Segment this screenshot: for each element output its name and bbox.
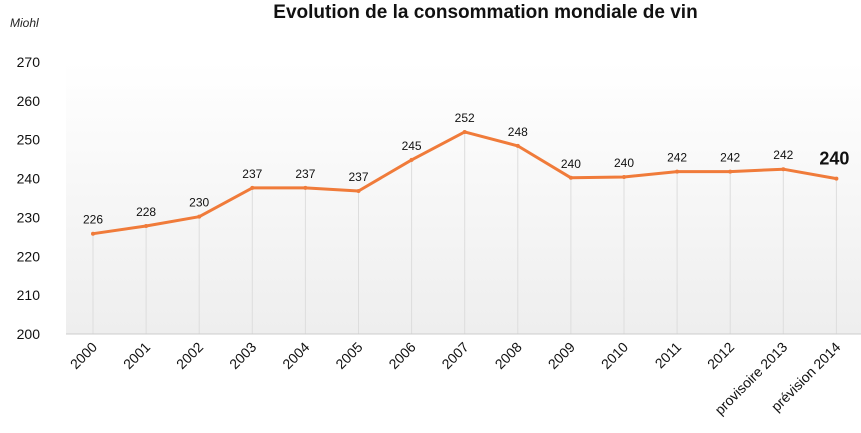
plot-background [66,62,861,334]
y-tick-label: 270 [17,54,41,70]
x-tick-label: 2002 [173,339,206,372]
x-tick-label: 2012 [704,339,737,372]
data-point [462,129,467,134]
y-tick-label: 220 [17,248,41,264]
data-label: 237 [295,167,315,181]
data-label: 240 [614,156,634,170]
x-tick-label: 2010 [598,339,631,372]
y-tick-label: 250 [17,132,41,148]
data-point [144,223,149,228]
x-tick-label: 2005 [332,339,365,372]
data-label: 245 [402,139,422,153]
y-tick-label: 230 [17,209,41,225]
data-point [834,176,839,181]
x-tick-label: 2001 [120,339,153,372]
y-unit-label: Miohl [10,16,39,30]
data-label: 240 [819,149,849,169]
data-point [409,157,414,162]
x-tick-label: 2007 [438,339,471,372]
data-point [250,185,255,190]
y-tick-label: 240 [17,171,41,187]
y-tick-label: 260 [17,93,41,109]
data-point [728,169,733,174]
data-label: 237 [242,167,262,181]
chart-title: Evolution de la consommation mondiale de… [273,2,698,23]
x-tick-label: 2004 [279,339,312,372]
data-label: 240 [561,157,581,171]
data-label: 242 [720,151,740,165]
data-point [356,189,361,194]
data-label: 228 [136,205,156,219]
data-label: 248 [508,125,528,139]
data-label: 237 [348,170,368,184]
data-point [303,185,308,190]
data-point [622,175,626,180]
x-tick-label: 2003 [226,339,259,372]
data-label: 242 [667,151,687,165]
x-tick-label: 2011 [652,339,685,372]
x-tick-label: 2009 [545,339,578,372]
data-point [515,143,520,148]
x-tick-label: 2006 [385,339,418,372]
y-tick-label: 200 [17,326,41,342]
data-label: 252 [455,111,475,125]
x-tick-label: 2000 [67,339,100,372]
data-point [675,169,680,174]
data-label: 226 [83,213,103,227]
y-tick-label: 210 [17,287,41,303]
data-point [781,167,786,172]
data-point [568,175,573,180]
data-label: 230 [189,196,209,210]
x-tick-label: 2008 [492,339,525,372]
data-label: 242 [773,148,793,162]
data-point [197,214,202,219]
data-point [91,231,95,236]
